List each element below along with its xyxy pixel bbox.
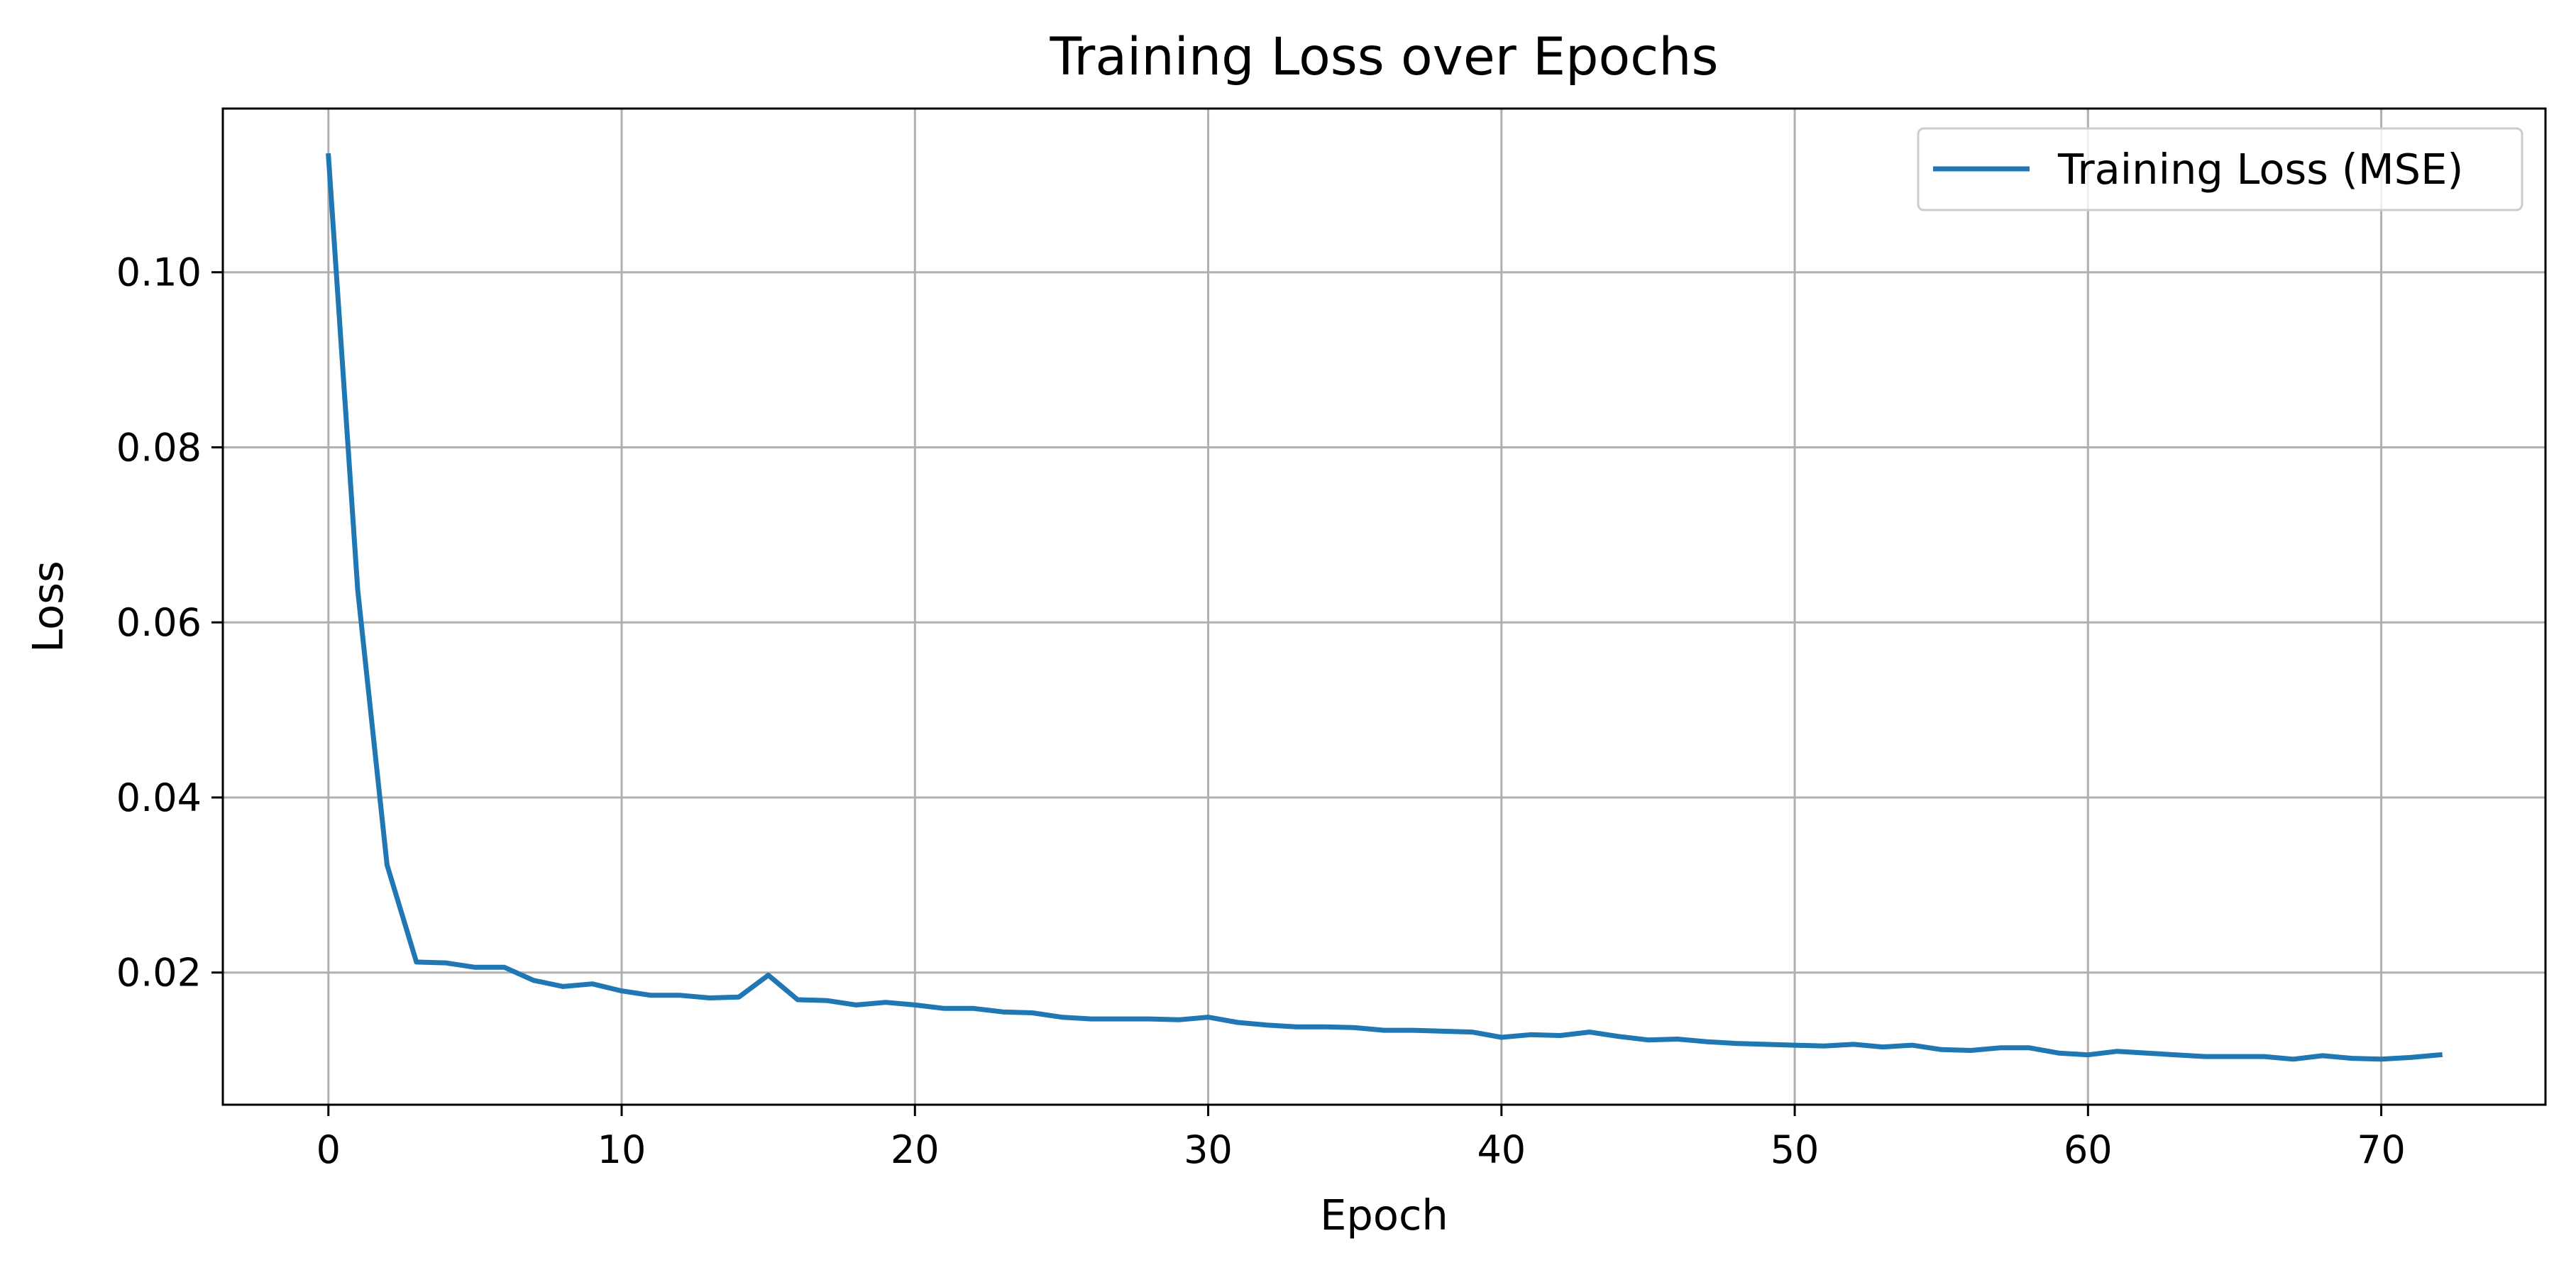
legend-entry: Training Loss (MSE): [2057, 145, 2463, 194]
x-tick-label: 20: [891, 1127, 940, 1172]
plot-frame: [221, 107, 2547, 1106]
y-tick-label: 0.08: [116, 425, 202, 470]
x-tick-label: 40: [1477, 1127, 1526, 1172]
y-tick-label: 0.06: [116, 600, 202, 645]
series-layer: [326, 153, 2443, 1062]
grid: [223, 109, 2545, 1105]
x-axis-label: Epoch: [1320, 1191, 1448, 1240]
chart-title: Training Loss over Epochs: [1049, 27, 1718, 87]
y-axis-label: Loss: [23, 561, 72, 652]
y-tick-label: 0.02: [116, 951, 202, 995]
legend: Training Loss (MSE): [1917, 127, 2523, 211]
ticks: 0 10 20 30 40 50 60 70 0.02 0.04 0.06 0.08 0.10: [116, 250, 2406, 1172]
x-tick-label: 50: [1771, 1127, 1820, 1172]
x-tick-label: 30: [1184, 1127, 1233, 1172]
x-tick-label: 0: [317, 1127, 341, 1172]
x-tick-label: 70: [2357, 1127, 2406, 1172]
y-tick-label: 0.10: [116, 250, 202, 295]
x-tick-label: 10: [598, 1127, 646, 1172]
series-line-training-loss: [326, 153, 2443, 1062]
x-tick-label: 60: [2064, 1127, 2113, 1172]
legend-box: [1917, 127, 2523, 211]
y-tick-label: 0.04: [116, 776, 202, 820]
